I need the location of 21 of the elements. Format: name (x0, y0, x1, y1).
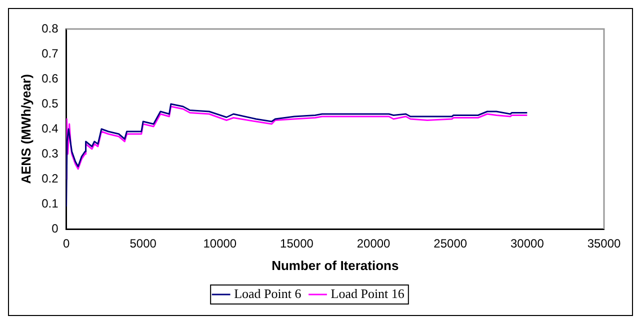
y-tick-label: 0.7 (42, 46, 59, 60)
y-tick-label: 0.4 (42, 121, 59, 136)
y-axis-title: AENS (MWh/year) (18, 74, 34, 184)
x-tick-label: 30000 (510, 236, 544, 251)
x-tick-label: 10000 (203, 236, 237, 251)
legend-label: Load Point 6 (234, 286, 302, 301)
y-tick-label: 0.8 (42, 21, 59, 36)
y-tick-label: 0 (52, 221, 59, 236)
legend-label: Load Point 16 (330, 286, 405, 301)
x-tick-label: 15000 (280, 236, 314, 251)
x-tick-label: 0 (62, 236, 70, 251)
y-tick-label: 0.5 (42, 96, 59, 110)
y-tick-label: 0.2 (42, 171, 59, 186)
x-tick-label: 5000 (130, 236, 157, 251)
x-tick-label: 35000 (587, 236, 622, 251)
x-tick-label: 25000 (434, 236, 468, 251)
x-axis-title: Number of Iterations (272, 258, 399, 273)
x-tick-label: 20000 (356, 236, 391, 251)
y-tick-label: 0.6 (42, 71, 59, 86)
y-tick-label: 0.3 (42, 146, 59, 160)
y-tick-label: 0.1 (42, 196, 59, 210)
